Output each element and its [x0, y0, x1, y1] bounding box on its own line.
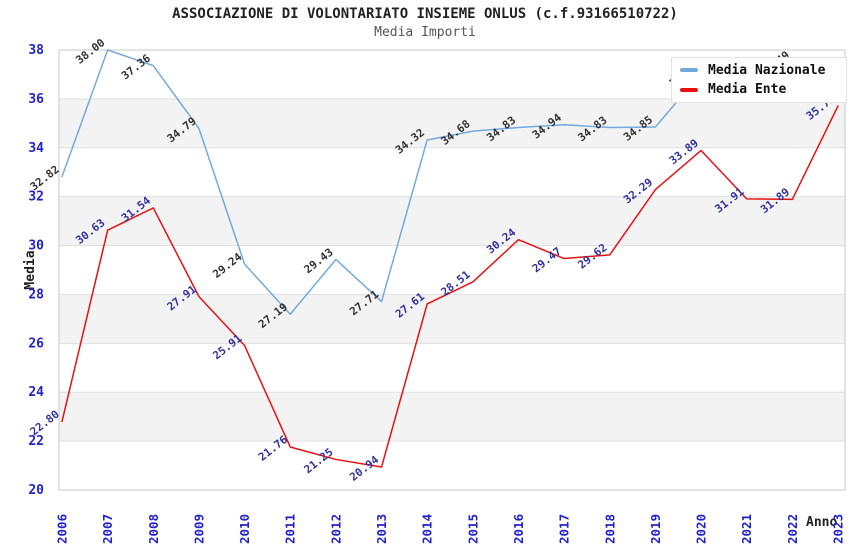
svg-text:2009: 2009 — [191, 514, 206, 544]
svg-text:32.82: 32.82 — [28, 163, 62, 194]
svg-text:22.80: 22.80 — [28, 408, 62, 439]
svg-text:26: 26 — [28, 336, 44, 351]
svg-text:2014: 2014 — [420, 514, 435, 544]
svg-text:2010: 2010 — [237, 514, 252, 544]
svg-text:2018: 2018 — [602, 514, 617, 544]
svg-text:2012: 2012 — [328, 514, 343, 544]
svg-text:34: 34 — [28, 141, 44, 156]
svg-text:2016: 2016 — [511, 514, 526, 544]
legend-item-media-nazionale: Media Nazionale — [680, 63, 846, 78]
svg-text:20: 20 — [28, 483, 44, 498]
svg-text:2006: 2006 — [55, 514, 70, 544]
media-nazionale-line-swatch-icon — [680, 68, 698, 73]
svg-text:2017: 2017 — [557, 514, 572, 544]
svg-text:2020: 2020 — [694, 514, 709, 544]
media-ente-line-swatch-icon — [680, 87, 698, 92]
svg-text:36: 36 — [28, 92, 44, 107]
legend: Media Nazionale Media Ente — [671, 57, 847, 103]
svg-text:30: 30 — [28, 239, 44, 254]
svg-text:2021: 2021 — [739, 514, 754, 544]
svg-text:24: 24 — [28, 385, 44, 400]
legend-label-media-ente: Media Ente — [708, 82, 787, 98]
svg-text:2011: 2011 — [283, 514, 298, 544]
svg-text:2019: 2019 — [648, 514, 663, 544]
svg-text:2015: 2015 — [465, 514, 480, 544]
svg-text:2022: 2022 — [785, 514, 800, 544]
svg-text:38: 38 — [28, 43, 44, 58]
svg-text:28: 28 — [28, 287, 44, 302]
legend-item-media-ente: Media Ente — [680, 82, 846, 97]
svg-text:22: 22 — [28, 434, 44, 449]
chart-title: ASSOCIAZIONE DI VOLONTARIATO INSIEME ONL… — [172, 6, 678, 22]
x-axis-title: Anno — [806, 515, 838, 530]
svg-text:2008: 2008 — [146, 514, 161, 544]
chart-subtitle: Media Importi — [374, 25, 476, 40]
svg-text:2023: 2023 — [831, 514, 846, 544]
svg-text:2007: 2007 — [100, 514, 115, 544]
svg-text:2013: 2013 — [374, 514, 389, 544]
svg-text:32: 32 — [28, 190, 44, 205]
legend-label-media-nazionale: Media Nazionale — [708, 62, 826, 78]
